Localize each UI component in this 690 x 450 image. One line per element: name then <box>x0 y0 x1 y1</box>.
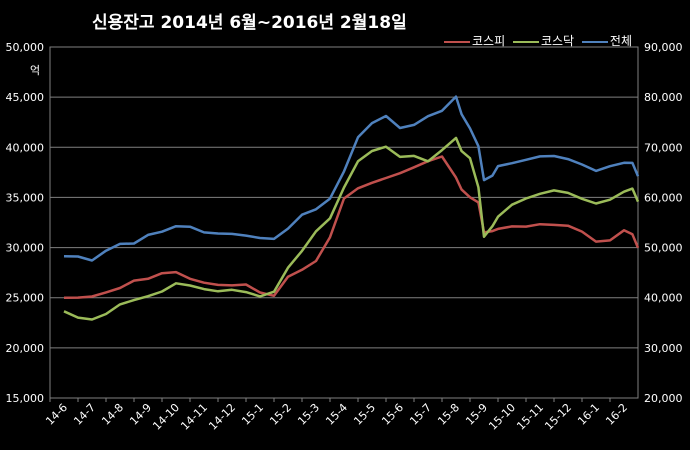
y-right-tick-label: 20,000 <box>644 392 683 405</box>
y-left-tick-label: 25,000 <box>6 292 45 305</box>
x-tick-label: 14-11 <box>178 401 210 433</box>
y-right-tick-label: 40,000 <box>644 292 683 305</box>
y-left-tick-label: 30,000 <box>6 242 45 255</box>
y-right-tick-label: 60,000 <box>644 191 683 204</box>
x-tick-label: 15-5 <box>351 401 378 428</box>
x-tick-label: 16-1 <box>575 401 602 428</box>
x-tick-label: 15-11 <box>514 401 546 433</box>
x-tick-label: 14-12 <box>206 401 238 433</box>
y-right-tick-label: 50,000 <box>644 242 683 255</box>
x-tick-label: 15-4 <box>323 401 350 428</box>
x-tick-label: 14-8 <box>99 401 126 428</box>
legend-label-kosdaq: 코스닥 <box>540 34 575 48</box>
x-tick-label: 15-10 <box>486 401 518 433</box>
legend-item-total: 전체 <box>581 32 632 49</box>
x-tick-label: 15-2 <box>267 401 294 428</box>
x-tick-label: 15-7 <box>407 401 434 428</box>
legend-item-kospi: 코스피 <box>444 32 505 49</box>
x-tick-label: 16-2 <box>603 401 630 428</box>
legend-label-total: 전체 <box>609 34 632 48</box>
y-left-tick-label: 45,000 <box>6 91 45 104</box>
x-tick-label: 15-1 <box>239 401 266 428</box>
x-tick-label: 14-10 <box>150 401 182 433</box>
series-line-kosdaq <box>63 136 640 321</box>
legend-swatch-kosdaq <box>512 40 539 43</box>
y-right-tick-label: 30,000 <box>644 342 683 355</box>
y-axis-unit: 억 <box>30 64 41 77</box>
y-right-tick-label: 70,000 <box>644 141 683 154</box>
legend-swatch-total <box>581 40 608 43</box>
x-tick-label: 15-12 <box>542 401 574 433</box>
x-tick-label: 15-6 <box>379 401 406 428</box>
y-left-tick-label: 15,000 <box>6 392 45 405</box>
y-right-tick-label: 90,000 <box>644 41 683 54</box>
legend: 코스피 코스닥 전체 <box>444 32 636 49</box>
x-tick-label: 15-8 <box>435 401 462 428</box>
legend-swatch-kospi <box>444 40 470 43</box>
legend-item-kosdaq: 코스닥 <box>512 32 575 49</box>
y-right-tick-label: 80,000 <box>644 91 683 104</box>
x-tick-label: 14-6 <box>43 401 70 428</box>
x-tick-label: 14-7 <box>71 401 98 428</box>
series-line-total <box>63 95 640 262</box>
y-left-tick-label: 35,000 <box>6 191 45 204</box>
y-left-tick-label: 20,000 <box>6 342 45 355</box>
y-left-tick-label: 40,000 <box>6 141 45 154</box>
legend-label-kospi: 코스피 <box>472 34 506 48</box>
y-left-tick-label: 50,000 <box>6 41 45 54</box>
chart-title: 신용잔고 2014년 6월~2016년 2월18일 <box>92 13 407 33</box>
x-tick-label: 15-3 <box>295 401 322 428</box>
series-line-kospi <box>63 155 640 299</box>
plot-border <box>49 46 639 399</box>
